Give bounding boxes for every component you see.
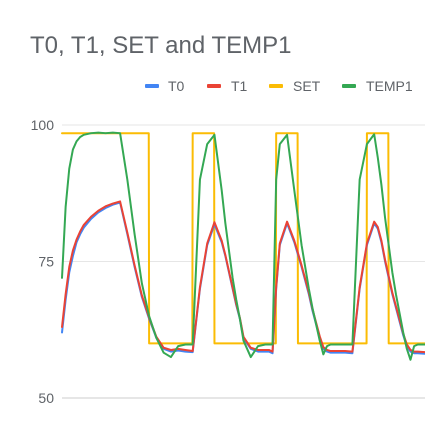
chart-title: T0, T1, SET and TEMP1	[30, 32, 291, 59]
legend-item-set: SET	[269, 78, 321, 94]
legend-label: SET	[293, 78, 321, 94]
series-line-t1	[61, 200, 425, 354]
series-line-temp1	[61, 131, 425, 361]
y-tick-label: 50	[38, 390, 54, 406]
legend-swatch	[269, 84, 283, 88]
grid	[62, 124, 425, 399]
y-tick-label: 100	[31, 117, 55, 133]
series-line-t0	[61, 201, 425, 355]
legend-swatch	[207, 84, 221, 88]
legend-label: TEMP1	[366, 78, 413, 94]
series-lines	[61, 131, 425, 361]
y-tick-label: 75	[38, 254, 54, 270]
legend-item-temp1: TEMP1	[342, 78, 413, 94]
legend-label: T1	[231, 78, 248, 94]
legend-item-t0: T0	[145, 78, 185, 94]
legend-swatch	[342, 84, 356, 88]
legend-item-t1: T1	[207, 78, 248, 94]
legend: T0 T1 SET TEMP1	[145, 78, 413, 94]
legend-swatch	[145, 84, 159, 88]
legend-label: T0	[168, 78, 185, 94]
series-line-set	[61, 132, 425, 345]
y-axis-ticks: 50 75 100	[31, 117, 55, 406]
